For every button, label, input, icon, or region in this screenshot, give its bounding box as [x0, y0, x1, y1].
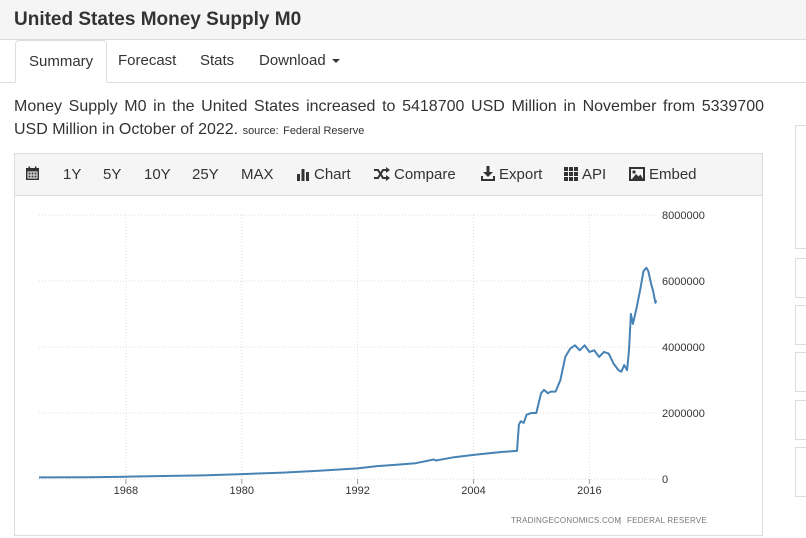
x-tick-label: 2016 [577, 485, 601, 497]
source-link[interactable]: Federal Reserve [283, 125, 365, 137]
side-panel-edge [795, 352, 806, 392]
tab-stats[interactable]: Stats [200, 52, 235, 69]
x-tick-label: 2004 [461, 485, 485, 497]
side-panel-edge [795, 305, 806, 345]
image-icon [629, 167, 645, 181]
chart-grid [39, 214, 657, 480]
compare-label: Compare [394, 166, 456, 183]
compare-button[interactable]: Compare [373, 154, 456, 195]
calendar-button[interactable] [25, 154, 44, 195]
page-title: United States Money Supply M0 [14, 9, 302, 30]
tab-summary[interactable]: Summary [15, 40, 108, 83]
tab-bar: Summary Forecast Stats Download [0, 40, 806, 83]
summary-description: Money Supply M0 in the United States inc… [14, 95, 764, 143]
download-icon [481, 166, 495, 181]
money-supply-chart: 0 2000000 4000000 6000000 8000000 1968 1980 199… [38, 210, 707, 525]
range-5y-button[interactable]: 5Y [103, 166, 122, 183]
chart-type-button[interactable]: Chart [296, 154, 351, 195]
range-1y-button[interactable]: 1Y [63, 166, 82, 183]
grid-icon [564, 167, 578, 181]
x-tick-label: 1968 [114, 485, 138, 497]
y-tick-label: 8000000 [662, 210, 705, 222]
chart-type-label: Chart [314, 166, 351, 183]
source-label: source: [242, 125, 279, 137]
side-panel-edge [795, 125, 806, 249]
credit-separator: | [619, 516, 621, 525]
side-panel-edge [795, 400, 806, 440]
side-panel-edge [795, 447, 806, 497]
shuffle-icon [374, 167, 390, 181]
export-label: Export [499, 166, 543, 183]
chart-ticks: 0 2000000 4000000 6000000 8000000 1968 1980 199… [114, 210, 705, 497]
tab-download[interactable]: Download [259, 40, 340, 82]
embed-label: Embed [649, 166, 697, 183]
x-tick-label: 1980 [230, 485, 254, 497]
title-bar: United States Money Supply M0 [0, 0, 806, 40]
calendar-icon [26, 166, 39, 180]
caret-down-icon [331, 59, 340, 64]
x-tick-label: 1992 [345, 485, 369, 497]
tab-download-label: Download [259, 52, 326, 69]
summary-text: Money Supply M0 in the United States inc… [14, 98, 764, 138]
range-10y-button[interactable]: 10Y [144, 166, 171, 183]
bar-chart-icon [297, 169, 309, 181]
api-label: API [582, 166, 607, 183]
y-tick-label: 4000000 [662, 342, 705, 354]
tab-forecast[interactable]: Forecast [118, 52, 177, 69]
side-panel-edge [795, 258, 806, 298]
series-line [38, 266, 658, 479]
chart-panel: 0 2000000 4000000 6000000 8000000 1968 1980 199… [14, 196, 763, 536]
embed-button[interactable]: Embed [629, 154, 697, 195]
y-tick-label: 2000000 [662, 408, 705, 420]
export-button[interactable]: Export [481, 154, 542, 195]
y-tick-label: 6000000 [662, 276, 705, 288]
range-25y-button[interactable]: 25Y [192, 166, 219, 183]
range-max-button[interactable]: MAX [241, 166, 274, 183]
credit-left: TRADINGECONOMICS.COM [511, 516, 621, 525]
api-button[interactable]: API [564, 154, 606, 195]
chart-toolbar: 1Y 5Y 10Y 25Y MAX Chart Compare Export A… [14, 153, 763, 196]
credit-right: FEDERAL RESERVE [627, 516, 707, 525]
y-tick-label: 0 [662, 474, 668, 486]
